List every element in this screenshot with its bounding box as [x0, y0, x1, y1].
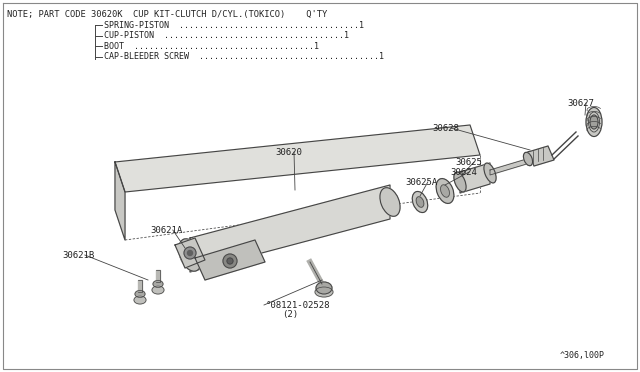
Ellipse shape [484, 163, 496, 183]
Polygon shape [175, 238, 205, 268]
Ellipse shape [588, 110, 600, 134]
Text: NOTE; PART CODE 30620K  CUP KIT-CLUTCH D/CYL.(TOKICO)    Q'TY: NOTE; PART CODE 30620K CUP KIT-CLUTCH D/… [7, 10, 327, 19]
Polygon shape [138, 280, 142, 292]
Ellipse shape [440, 185, 449, 197]
Polygon shape [190, 185, 390, 272]
Text: SPRING-PISTON  ....................................1: SPRING-PISTON ..........................… [104, 20, 364, 29]
Ellipse shape [587, 109, 601, 135]
Text: 30627: 30627 [567, 99, 594, 108]
Text: CUP-PISTON  ....................................1: CUP-PISTON .............................… [104, 31, 349, 40]
Ellipse shape [179, 239, 201, 271]
Ellipse shape [184, 247, 196, 259]
Ellipse shape [590, 115, 598, 129]
Ellipse shape [188, 250, 193, 256]
Ellipse shape [227, 258, 233, 264]
Ellipse shape [436, 179, 454, 203]
Ellipse shape [223, 254, 237, 268]
Ellipse shape [380, 188, 400, 216]
Polygon shape [528, 146, 554, 166]
Ellipse shape [135, 291, 145, 298]
Ellipse shape [134, 296, 146, 304]
Ellipse shape [315, 287, 333, 297]
Text: CAP-BLEEDER SCREW  ....................................1: CAP-BLEEDER SCREW ......................… [104, 52, 384, 61]
Text: (2): (2) [282, 310, 298, 318]
Ellipse shape [416, 197, 424, 207]
Ellipse shape [316, 282, 332, 294]
Ellipse shape [589, 112, 600, 132]
Polygon shape [115, 162, 125, 240]
Polygon shape [460, 163, 490, 193]
Text: 30625A: 30625A [405, 177, 437, 186]
Polygon shape [195, 240, 265, 280]
Text: 30621A: 30621A [150, 225, 182, 234]
Ellipse shape [153, 280, 163, 288]
Ellipse shape [588, 111, 600, 133]
Polygon shape [490, 158, 530, 175]
Ellipse shape [586, 108, 602, 137]
Polygon shape [115, 125, 480, 192]
Text: 30620: 30620 [275, 148, 302, 157]
Ellipse shape [454, 172, 466, 192]
Ellipse shape [152, 286, 164, 294]
Text: °08121-02528: °08121-02528 [266, 301, 330, 310]
Text: BOOT  ....................................1: BOOT ...................................… [104, 42, 319, 51]
Ellipse shape [524, 153, 532, 166]
Text: ^306,l00P: ^306,l00P [560, 351, 605, 360]
Text: 30621B: 30621B [62, 250, 94, 260]
Text: 30628: 30628 [432, 124, 459, 132]
Text: 30624: 30624 [450, 167, 477, 176]
Text: 30625: 30625 [455, 157, 482, 167]
Ellipse shape [184, 247, 196, 263]
Polygon shape [156, 270, 160, 282]
Ellipse shape [412, 192, 428, 212]
